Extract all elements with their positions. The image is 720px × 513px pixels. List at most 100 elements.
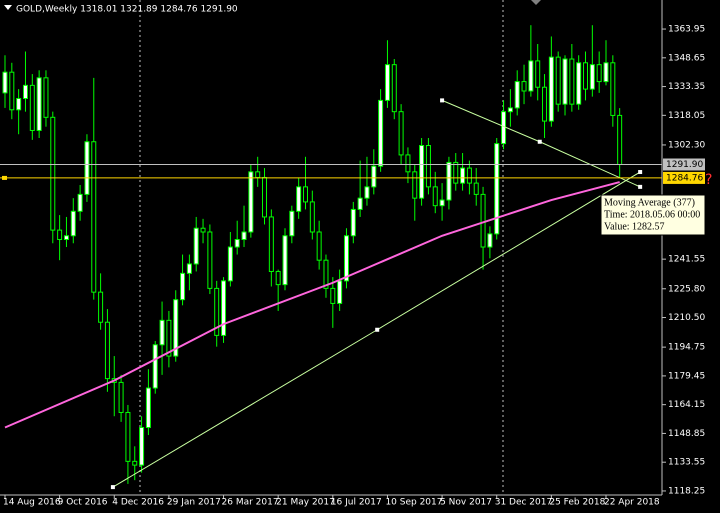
candle-body (514, 81, 520, 109)
trendline-anchor (537, 139, 542, 144)
x-tick-label: 14 Aug 2016 (3, 498, 61, 508)
candle-body (193, 227, 199, 265)
candle-body (22, 84, 28, 100)
candle-body (473, 182, 479, 195)
candle-body (221, 280, 227, 336)
candle-body (91, 141, 97, 293)
candle-body (487, 233, 493, 248)
candle-body (432, 186, 438, 207)
candle-body (9, 71, 15, 111)
candle-body (610, 62, 616, 116)
x-tick-label: 16 Jul 2017 (331, 498, 382, 508)
x-tick-label: 5 Nov 2017 (440, 498, 492, 508)
y-tick-label: 1225.80 (668, 284, 705, 294)
candle-body (555, 56, 561, 105)
price-tag-label: 1291.90 (666, 160, 703, 170)
candle-body (200, 227, 206, 233)
tooltip-line: Moving Average (377) (604, 197, 695, 208)
candle-body (77, 193, 83, 212)
candle-body (125, 411, 131, 462)
alert-marker[interactable]: ? (705, 172, 712, 188)
shift-marker[interactable] (531, 0, 541, 5)
x-tick-label: 29 Jan 2017 (167, 498, 221, 508)
y-tick-label: 1210.50 (668, 313, 705, 323)
candle-body (234, 239, 240, 248)
y-tick-label: 1194.75 (668, 343, 705, 353)
candle-body (227, 246, 233, 282)
candle-body (43, 77, 49, 118)
candle-body (275, 270, 281, 286)
menu-triangle[interactable] (4, 5, 12, 10)
candle-body (425, 145, 431, 188)
candle-body (180, 272, 186, 301)
candle-body (501, 111, 507, 145)
y-tick-label: 1318.05 (668, 111, 705, 121)
candle-body (241, 231, 247, 241)
candle-body (84, 141, 90, 195)
candle-body (378, 99, 384, 167)
price-tag (663, 158, 705, 171)
candle-body (139, 427, 145, 466)
candle-body (57, 229, 63, 241)
x-tick-label: 21 May 2017 (276, 498, 335, 508)
candle-body (337, 280, 343, 304)
y-tick-label: 1179.45 (668, 371, 705, 381)
candle-body (521, 81, 527, 92)
candle-body (132, 460, 138, 466)
candle-body (617, 114, 623, 165)
x-tick-label: 26 Mar 2017 (222, 498, 279, 508)
candle-body (262, 176, 268, 218)
price-tag-label: 1284.76 (666, 173, 703, 183)
candle-body (528, 60, 534, 92)
x-tick-label: 10 Sep 2017 (385, 498, 442, 508)
candle-body (589, 64, 595, 90)
y-tick-label: 1241.55 (668, 255, 705, 265)
candle-body (2, 71, 8, 94)
candle-body (419, 145, 425, 199)
candle-body (535, 60, 541, 88)
candle-body (282, 235, 288, 286)
candle-body (302, 186, 308, 203)
candle-body (63, 235, 69, 241)
candle-body (248, 171, 254, 233)
y-tick-label: 1333.35 (668, 82, 705, 92)
candle-body (50, 116, 56, 231)
chart-header: GOLD,Weekly 1318.01 1321.89 1284.76 1291… (16, 5, 238, 15)
candle-body (16, 98, 22, 111)
candle-body (391, 64, 397, 113)
x-tick-label: 4 Dec 2016 (112, 498, 164, 508)
candle-body (364, 186, 370, 199)
y-tick-label: 1133.55 (668, 458, 705, 468)
trendline-anchor (110, 485, 115, 490)
candle-body (145, 387, 151, 429)
candle-body (494, 143, 500, 235)
tooltip-line: Value: 1282.57 (604, 221, 665, 232)
candle-body (289, 210, 295, 237)
candle-body (596, 64, 602, 83)
candle-body (562, 58, 568, 105)
trendline-anchor (375, 327, 380, 332)
candle-body (309, 201, 315, 233)
candle-body (548, 56, 554, 122)
candle-body (542, 86, 548, 122)
moving-average (4, 181, 620, 429)
candle-body (173, 299, 179, 357)
candle-body (296, 186, 302, 212)
y-tick-label: 1363.95 (668, 25, 705, 35)
candle-body (446, 161, 452, 201)
candle-body (405, 154, 411, 173)
y-tick-label: 1118.25 (668, 486, 705, 496)
candle-body (583, 62, 589, 90)
candle-body (371, 165, 377, 188)
candle-body (350, 208, 356, 237)
trendline-anchor (638, 170, 643, 175)
candle-body (207, 231, 213, 289)
candle-body (104, 321, 110, 380)
trendline-anchor (638, 184, 643, 189)
candle-body (166, 319, 172, 357)
trendline-anchor (440, 98, 445, 103)
candle-body (398, 111, 404, 156)
candle-body (36, 77, 42, 131)
